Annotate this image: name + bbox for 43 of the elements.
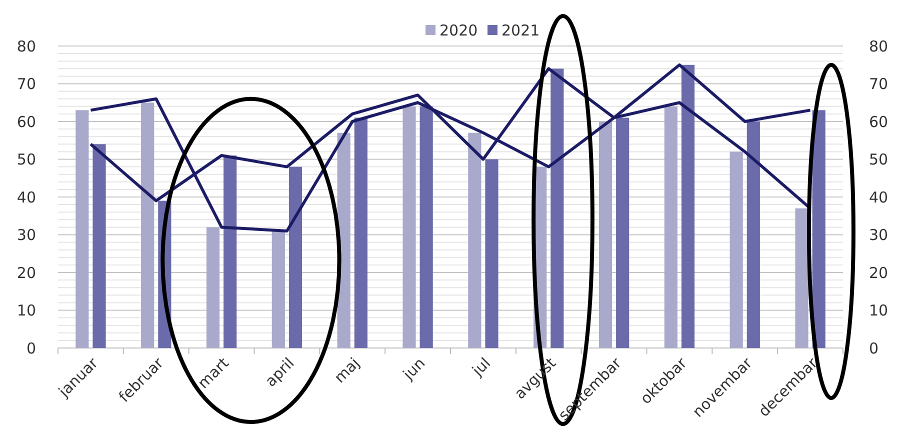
y2-tick-label: 70	[869, 75, 888, 93]
y-tick-label: 0	[26, 339, 36, 358]
y-tick-label: 40	[16, 188, 36, 206]
bar	[746, 122, 760, 348]
bar	[402, 106, 416, 348]
y-tick-label: 10	[16, 302, 36, 320]
bar	[730, 152, 743, 348]
bar	[812, 110, 826, 348]
bar	[76, 110, 89, 348]
bar	[224, 155, 237, 348]
bar	[354, 118, 368, 348]
y-tick-label: 70	[16, 75, 36, 93]
x-tick-label: jul	[468, 354, 494, 380]
bar	[141, 102, 154, 348]
y2-tick-label: 60	[869, 112, 888, 131]
bar	[598, 122, 612, 348]
y2-tick-label: 0	[869, 339, 879, 358]
y2-tick-label: 30	[869, 226, 888, 244]
y2-tick-label: 80	[869, 37, 888, 56]
bar	[795, 208, 808, 348]
y-tick-label: 60	[16, 112, 36, 131]
y2-tick-label: 50	[869, 150, 888, 168]
bar	[664, 106, 678, 348]
bar	[92, 144, 106, 348]
legend-label: 2020	[440, 21, 478, 40]
bar	[485, 159, 498, 348]
bar	[468, 132, 482, 348]
x-tick-label: jun	[398, 354, 429, 384]
bar	[206, 227, 220, 348]
y-tick-label: 20	[16, 264, 36, 282]
y-tick-label: 80	[16, 37, 36, 56]
bar	[616, 118, 630, 348]
bar	[272, 230, 285, 348]
bar	[550, 68, 564, 348]
y-tick-label: 30	[16, 226, 36, 244]
y-tick-label: 50	[16, 150, 36, 168]
y2-tick-label: 40	[869, 188, 888, 206]
y2-tick-label: 20	[869, 264, 888, 282]
y2-tick-label: 10	[869, 302, 888, 320]
bar	[288, 166, 302, 348]
bar	[681, 64, 695, 348]
bar	[420, 106, 433, 348]
legend-label: 2021	[502, 21, 540, 40]
